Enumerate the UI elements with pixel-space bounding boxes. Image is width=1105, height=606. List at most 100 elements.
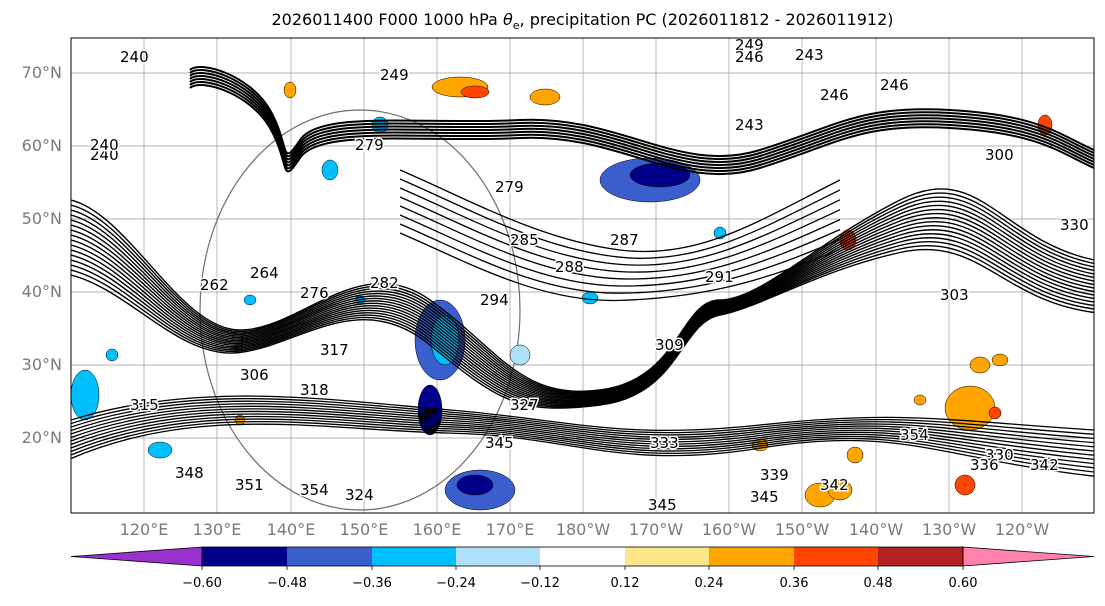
precip-blob xyxy=(827,479,853,501)
lat-label: 30°N xyxy=(21,355,62,374)
contour-label: 279 xyxy=(495,178,524,196)
theta-e-contour xyxy=(71,423,1094,477)
theta-e-contour xyxy=(189,74,1094,167)
precip-blob xyxy=(321,159,339,181)
lat-label: 50°N xyxy=(21,209,62,228)
colorbar xyxy=(70,546,1095,570)
colorbar-tick-label: 0.24 xyxy=(694,576,724,591)
precip-blob xyxy=(969,356,991,374)
contour-label: 342 xyxy=(820,476,849,494)
lon-label: 130°W xyxy=(921,520,977,539)
contour-label: 300 xyxy=(985,146,1014,164)
contour-label: 246 xyxy=(880,76,909,94)
colorbar-tick-label: 0.60 xyxy=(948,576,978,591)
lon-label: 150°E xyxy=(339,520,389,539)
theta-e-contour xyxy=(189,80,1094,173)
colorbar-segment xyxy=(372,547,456,566)
theta-e-contour xyxy=(399,169,841,253)
theta-e-contour xyxy=(399,232,841,302)
contour-label: 318 xyxy=(300,381,329,399)
precip-blob xyxy=(509,344,531,366)
precip-blob xyxy=(147,441,173,459)
lon-label: 180°W xyxy=(555,520,611,539)
colorbar-segment xyxy=(625,547,709,566)
contour-label: 287 xyxy=(610,231,639,249)
theta-e-contour xyxy=(189,83,1094,176)
contour-label: 262 xyxy=(200,276,229,294)
theta-e-contour xyxy=(71,410,1094,456)
contour-label: 327 xyxy=(510,396,539,414)
colorbar-segment xyxy=(709,547,794,566)
theta-e-contour xyxy=(71,405,1094,448)
contour-label: 294 xyxy=(480,291,509,309)
title-suffix: , precipitation PC (2026011812 - 2026011… xyxy=(519,10,894,29)
theta-e-contour xyxy=(71,196,1094,394)
contour-label: 249 xyxy=(735,36,764,54)
theta-e-contour xyxy=(71,408,1094,452)
theta-e-contour xyxy=(399,214,841,287)
contour-label: 336 xyxy=(970,456,999,474)
contour-label: 279 xyxy=(355,136,384,154)
colorbar-segment xyxy=(202,547,287,566)
theta-e-contour xyxy=(71,400,1094,440)
contour-label: 345 xyxy=(750,488,779,506)
precip-blob xyxy=(529,88,561,106)
theta-e-contour xyxy=(71,415,1094,465)
title-prefix: 2026011400 F000 1000 hPa xyxy=(271,10,503,29)
lon-label: 160°E xyxy=(412,520,462,539)
lat-label: 40°N xyxy=(21,282,62,301)
theta-e-contour xyxy=(71,236,1094,406)
theta-e-contour xyxy=(71,240,1094,407)
colorbar-tick-label: 0.36 xyxy=(779,576,809,591)
precip-blob xyxy=(954,474,976,496)
contour-label: 240 xyxy=(120,48,149,66)
theta-e-contour xyxy=(71,413,1094,461)
colorbar-extend-max xyxy=(962,546,1095,567)
colorbar-tick-label: 0.12 xyxy=(610,576,640,591)
contour-label: 249 xyxy=(380,66,409,84)
colorbar-tick-label: −0.12 xyxy=(520,576,560,591)
contour-label: 285 xyxy=(510,231,539,249)
chart-title: 2026011400 F000 1000 hPa θe, precipitati… xyxy=(0,10,1105,32)
contour-label: 288 xyxy=(555,258,584,276)
contour-label: 315 xyxy=(130,396,159,414)
contour-label: 276 xyxy=(300,284,329,302)
contour-label: 309 xyxy=(655,336,684,354)
colorbar-tick-label: −0.36 xyxy=(352,576,392,591)
colorbar-tick-label: −0.48 xyxy=(267,576,307,591)
lon-label: 170°W xyxy=(628,520,684,539)
theta-e-contour xyxy=(71,212,1094,399)
contour-label: 330 xyxy=(985,446,1014,464)
theta-e-contour xyxy=(71,208,1094,398)
theta-e-contour xyxy=(189,71,1094,164)
lat-label: 60°N xyxy=(21,136,62,155)
colorbar-tick-label: 0.48 xyxy=(863,576,893,591)
theta-e-contour xyxy=(399,196,841,273)
lon-label: 120°W xyxy=(994,520,1050,539)
theta-e-contour xyxy=(399,187,841,266)
map-frame xyxy=(70,37,1095,514)
theta-e-contour xyxy=(189,65,1094,158)
contour-label: 324 xyxy=(345,486,374,504)
theta-e-contour xyxy=(71,225,1094,402)
contour-label: 351 xyxy=(235,476,264,494)
precip-blob xyxy=(460,85,490,99)
contour-label: 291 xyxy=(705,268,734,286)
lon-label: 160°W xyxy=(701,520,757,539)
theta-e-contours xyxy=(71,65,1094,477)
theta-e-contour xyxy=(71,233,1094,404)
colorbar-outline xyxy=(201,546,964,567)
contour-label: 333 xyxy=(650,434,679,452)
precip-blob xyxy=(913,394,927,406)
contour-label: 243 xyxy=(795,46,824,64)
precip-blob xyxy=(105,348,119,362)
title-theta-symbol: θ xyxy=(502,10,513,29)
theta-e-contour xyxy=(71,397,1094,435)
contour-label: 282 xyxy=(370,274,399,292)
lon-label: 140°E xyxy=(266,520,316,539)
contour-label: 303 xyxy=(940,286,969,304)
contour-label: 243 xyxy=(735,116,764,134)
theta-e-contour xyxy=(71,244,1094,408)
lon-label: 170°E xyxy=(485,520,535,539)
